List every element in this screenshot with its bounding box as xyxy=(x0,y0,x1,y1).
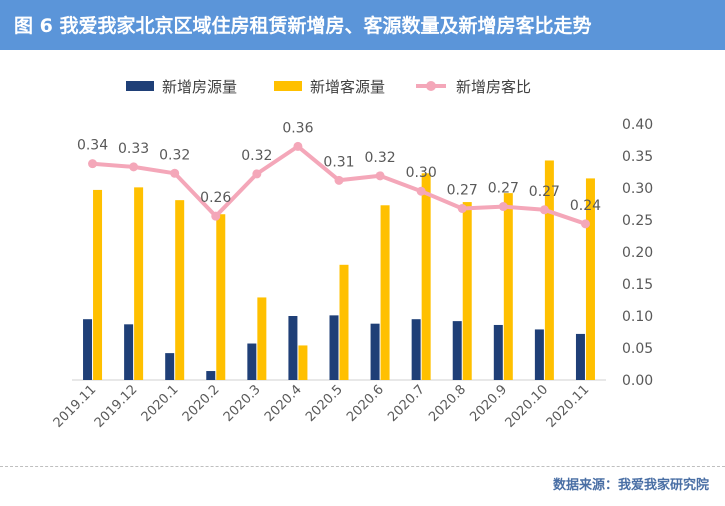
y-tick-label: 0.40 xyxy=(622,117,653,133)
x-tick-label: 2020.8 xyxy=(426,382,469,425)
bar-new-customers xyxy=(462,202,472,380)
legend-label: 新增房客比 xyxy=(456,78,531,96)
y-tick-label: 0.10 xyxy=(622,309,653,325)
bar-new-customers xyxy=(93,189,103,380)
ratio-point xyxy=(416,186,426,196)
y-tick-label: 0.30 xyxy=(622,181,653,197)
y-tick-label: 0.05 xyxy=(622,341,653,357)
ratio-point xyxy=(88,159,98,169)
bar-new-customers xyxy=(585,178,595,380)
x-tick-label: 2020.10 xyxy=(503,382,552,431)
x-tick-label: 2019.11 xyxy=(51,382,100,431)
x-tick-label: 2020.6 xyxy=(344,382,387,425)
legend-swatch xyxy=(274,81,302,91)
ratio-data-label: 0.32 xyxy=(364,150,395,166)
bar-new-customers xyxy=(421,173,431,380)
ratio-line-layer: 0.34 0.33 0.32 0.26 0.32 0.36 0.31 0.32 0.30 0.27… xyxy=(77,120,601,229)
ratio-data-label: 0.24 xyxy=(570,198,601,214)
ratio-point xyxy=(170,168,180,178)
x-tick-label: 2019.12 xyxy=(92,382,141,431)
legend-ratio: 新增房客比 xyxy=(416,78,531,96)
x-tick-label: 2020.7 xyxy=(385,382,428,425)
y-tick-label: 0.25 xyxy=(622,213,653,229)
y-tick-label: 0.15 xyxy=(622,277,653,293)
chart-area: 新增房源量 新增客源量 新增房客比 0.00 0.05 0.10 0.15 0.20 0.25… xyxy=(51,78,653,431)
ratio-data-label: 0.36 xyxy=(282,120,313,136)
ratio-data-label: 0.33 xyxy=(118,141,149,157)
bar-new-listings xyxy=(534,329,544,380)
bar-new-listings xyxy=(247,343,257,380)
bar-new-listings xyxy=(206,371,216,380)
bar-new-listings xyxy=(329,315,339,380)
bar-new-customers xyxy=(175,200,185,380)
bars xyxy=(83,160,595,380)
legend-swatch xyxy=(126,81,154,91)
bar-new-customers xyxy=(380,205,390,380)
bar-new-listings xyxy=(493,324,503,380)
x-tick-label: 2020.3 xyxy=(221,382,264,425)
y-tick-label: 0.20 xyxy=(622,245,653,261)
bar-new-listings xyxy=(83,319,93,380)
bar-new-listings xyxy=(411,319,421,380)
ratio-point xyxy=(129,162,139,172)
ratio-point xyxy=(334,175,344,185)
legend-swatch-marker xyxy=(426,81,436,91)
ratio-point xyxy=(211,211,221,221)
ratio-data-label: 0.27 xyxy=(488,181,519,197)
legend-label: 新增客源量 xyxy=(310,78,385,96)
x-tick-label: 2020.4 xyxy=(262,382,305,425)
y-axis-ticks: 0.00 0.05 0.10 0.15 0.20 0.25 0.30 0.35 0.40 xyxy=(622,117,653,389)
x-axis-labels: 2019.112019.122020.12020.22020.32020.420… xyxy=(51,382,593,431)
bar-new-customers xyxy=(134,187,144,380)
ratio-point xyxy=(375,171,385,181)
bar-new-customers xyxy=(503,193,513,380)
source-note: 数据来源：我爱我家研究院 xyxy=(552,478,709,493)
x-tick-label: 2020.5 xyxy=(303,382,346,425)
ratio-data-label: 0.26 xyxy=(200,190,231,206)
ratio-point xyxy=(293,141,303,151)
ratio-data-label: 0.34 xyxy=(77,138,108,154)
ratio-data-label: 0.32 xyxy=(159,147,190,163)
bar-new-customers xyxy=(216,214,226,380)
bar-new-listings xyxy=(124,324,134,380)
bar-new-listings xyxy=(370,323,380,380)
bar-new-customers xyxy=(544,160,554,380)
x-tick-label: 2020.11 xyxy=(544,382,593,431)
bar-new-customers xyxy=(257,297,267,380)
ratio-point xyxy=(457,203,467,213)
ratio-point xyxy=(580,219,590,229)
bar-new-customers xyxy=(298,345,308,380)
ratio-point xyxy=(539,205,549,215)
legend-new-listings: 新增房源量 xyxy=(126,78,237,96)
ratio-data-label: 0.30 xyxy=(406,165,437,181)
bar-new-customers xyxy=(339,264,349,380)
page-title: 图 6 我爱我家北京区域住房租赁新增房、客源数量及新增房客比走势 xyxy=(14,15,592,37)
ratio-data-label: 0.27 xyxy=(447,182,478,198)
bar-new-listings xyxy=(575,333,585,380)
footer-divider xyxy=(0,466,725,467)
bar-new-listings xyxy=(452,321,462,380)
header-bar: 图 6 我爱我家北京区域住房租赁新增房、客源数量及新增房客比走势 xyxy=(0,0,725,50)
bar-new-listings xyxy=(165,353,175,380)
legend-new-customers: 新增客源量 xyxy=(274,78,385,96)
legend-label: 新增房源量 xyxy=(162,78,237,96)
ratio-point xyxy=(252,169,262,179)
y-tick-label: 0.00 xyxy=(622,373,653,389)
ratio-data-label: 0.31 xyxy=(323,154,354,170)
legend: 新增房源量 新增客源量 新增房客比 xyxy=(126,78,531,96)
ratio-data-label: 0.32 xyxy=(241,148,272,164)
y-tick-label: 0.35 xyxy=(622,149,653,165)
x-tick-label: 2020.1 xyxy=(139,382,182,425)
ratio-data-label: 0.27 xyxy=(529,184,560,200)
bar-new-listings xyxy=(288,316,298,380)
ratio-point xyxy=(498,202,508,212)
x-tick-label: 2020.2 xyxy=(180,382,223,425)
